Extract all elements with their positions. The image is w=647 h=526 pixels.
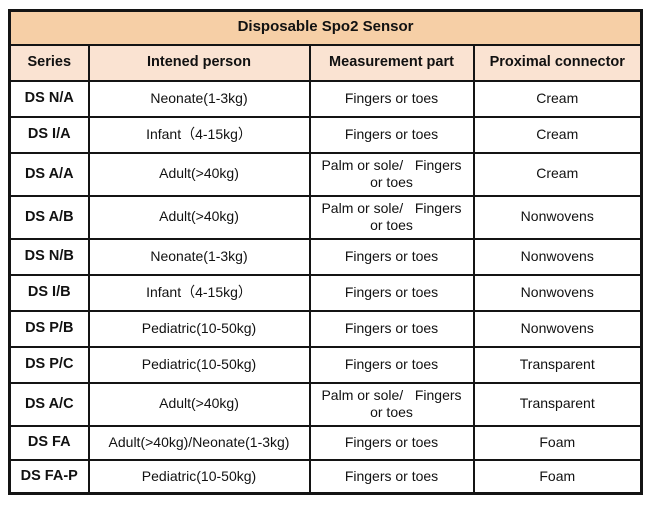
person-cell: Adult(>40kg) — [87, 381, 311, 427]
part-cell: Fingers or toes — [308, 345, 475, 384]
table-header-row: Series Intened person Measurement part P… — [8, 43, 643, 82]
person-cell: Adult(>40kg) — [87, 151, 311, 197]
table-row: DS FA Adult(>40kg)/Neonate(1-3kg) Finger… — [8, 424, 643, 461]
part-cell: Fingers or toes — [308, 79, 475, 118]
series-cell: DS N/B — [8, 237, 90, 276]
connector-cell: Transparent — [472, 381, 643, 427]
table-row: DS A/C Adult(>40kg) Palm or sole/ Finger… — [8, 381, 643, 427]
person-cell: Pediatric(10-50kg) — [87, 458, 311, 495]
person-cell: Neonate(1-3kg) — [87, 79, 311, 118]
connector-cell: Transparent — [472, 345, 643, 384]
connector-cell: Cream — [472, 115, 643, 154]
series-cell: DS A/A — [8, 151, 90, 197]
series-cell: DS A/B — [8, 194, 90, 240]
person-cell: Infant（4-15kg） — [87, 273, 311, 312]
table-title-row: Disposable Spo2 Sensor — [8, 9, 643, 46]
connector-cell: Foam — [472, 458, 643, 495]
person-cell: Adult(>40kg)/Neonate(1-3kg) — [87, 424, 311, 461]
column-header-intened-person: Intened person — [87, 43, 311, 82]
connector-cell: Nonwovens — [472, 237, 643, 276]
series-cell: DS I/B — [8, 273, 90, 312]
part-cell: Palm or sole/ Fingers or toes — [308, 151, 475, 197]
series-cell: DS P/B — [8, 309, 90, 348]
part-cell: Fingers or toes — [308, 115, 475, 154]
table-row: DS FA-P Pediatric(10-50kg) Fingers or to… — [8, 458, 643, 495]
part-cell: Palm or sole/ Fingers or toes — [308, 194, 475, 240]
table-row: DS A/B Adult(>40kg) Palm or sole/ Finger… — [8, 194, 643, 240]
person-cell: Neonate(1-3kg) — [87, 237, 311, 276]
person-cell: Infant（4-15kg） — [87, 115, 311, 154]
connector-cell: Cream — [472, 151, 643, 197]
person-cell: Adult(>40kg) — [87, 194, 311, 240]
table-row: DS P/C Pediatric(10-50kg) Fingers or toe… — [8, 345, 643, 384]
series-cell: DS N/A — [8, 79, 90, 118]
connector-cell: Cream — [472, 79, 643, 118]
person-cell: Pediatric(10-50kg) — [87, 309, 311, 348]
connector-cell: Nonwovens — [472, 194, 643, 240]
column-header-series: Series — [8, 43, 90, 82]
part-cell: Fingers or toes — [308, 309, 475, 348]
table-row: DS A/A Adult(>40kg) Palm or sole/ Finger… — [8, 151, 643, 197]
part-cell: Fingers or toes — [308, 458, 475, 495]
column-header-measurement-part: Measurement part — [308, 43, 475, 82]
column-header-proximal-connector: Proximal connector — [472, 43, 643, 82]
table-row: DS I/A Infant（4-15kg） Fingers or toes Cr… — [8, 115, 643, 154]
connector-cell: Foam — [472, 424, 643, 461]
table-row: DS N/A Neonate(1-3kg) Fingers or toes Cr… — [8, 79, 643, 118]
connector-cell: Nonwovens — [472, 273, 643, 312]
table-row: DS P/B Pediatric(10-50kg) Fingers or toe… — [8, 309, 643, 348]
spec-table-container: Disposable Spo2 Sensor Series Intened pe… — [8, 9, 644, 495]
part-cell: Palm or sole/ Fingers or toes — [308, 381, 475, 427]
series-cell: DS FA — [8, 424, 90, 461]
table-row: DS N/B Neonate(1-3kg) Fingers or toes No… — [8, 237, 643, 276]
series-cell: DS I/A — [8, 115, 90, 154]
table-title: Disposable Spo2 Sensor — [8, 9, 643, 46]
part-cell: Fingers or toes — [308, 237, 475, 276]
series-cell: DS FA-P — [8, 458, 90, 495]
spo2-sensor-spec-table: Disposable Spo2 Sensor Series Intened pe… — [8, 9, 644, 495]
table-row: DS I/B Infant（4-15kg） Fingers or toes No… — [8, 273, 643, 312]
series-cell: DS P/C — [8, 345, 90, 384]
part-cell: Fingers or toes — [308, 273, 475, 312]
person-cell: Pediatric(10-50kg) — [87, 345, 311, 384]
part-cell: Fingers or toes — [308, 424, 475, 461]
connector-cell: Nonwovens — [472, 309, 643, 348]
series-cell: DS A/C — [8, 381, 90, 427]
